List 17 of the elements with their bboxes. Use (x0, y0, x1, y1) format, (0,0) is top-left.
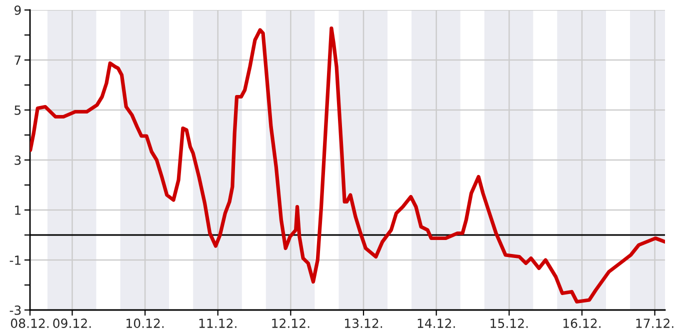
y-tick-label: 7 (14, 56, 21, 65)
x-tick-label: 10.12. (126, 318, 164, 328)
x-tick-label: 16.12. (563, 318, 600, 328)
y-tick-label: 5 (14, 106, 21, 115)
x-tick-label: 13.12. (345, 318, 382, 328)
y-tick-label: 3 (14, 155, 21, 165)
x-tick-label: 14.12. (418, 318, 455, 328)
x-tick-label: 17.12. (636, 318, 674, 328)
y-tick-label: -3 (10, 305, 21, 315)
x-tick-label: 09.12. (53, 318, 91, 328)
y-tick-label: 9 (14, 5, 21, 15)
x-tick-label: 11.12. (199, 318, 236, 328)
y-tick-label: 1 (15, 206, 21, 215)
x-tick-label: 15.12. (490, 318, 528, 328)
x-tick-label: 12.12. (272, 318, 310, 328)
x-tick-label: 08.12. (10, 318, 49, 328)
y-tick-label: -1 (10, 256, 21, 265)
